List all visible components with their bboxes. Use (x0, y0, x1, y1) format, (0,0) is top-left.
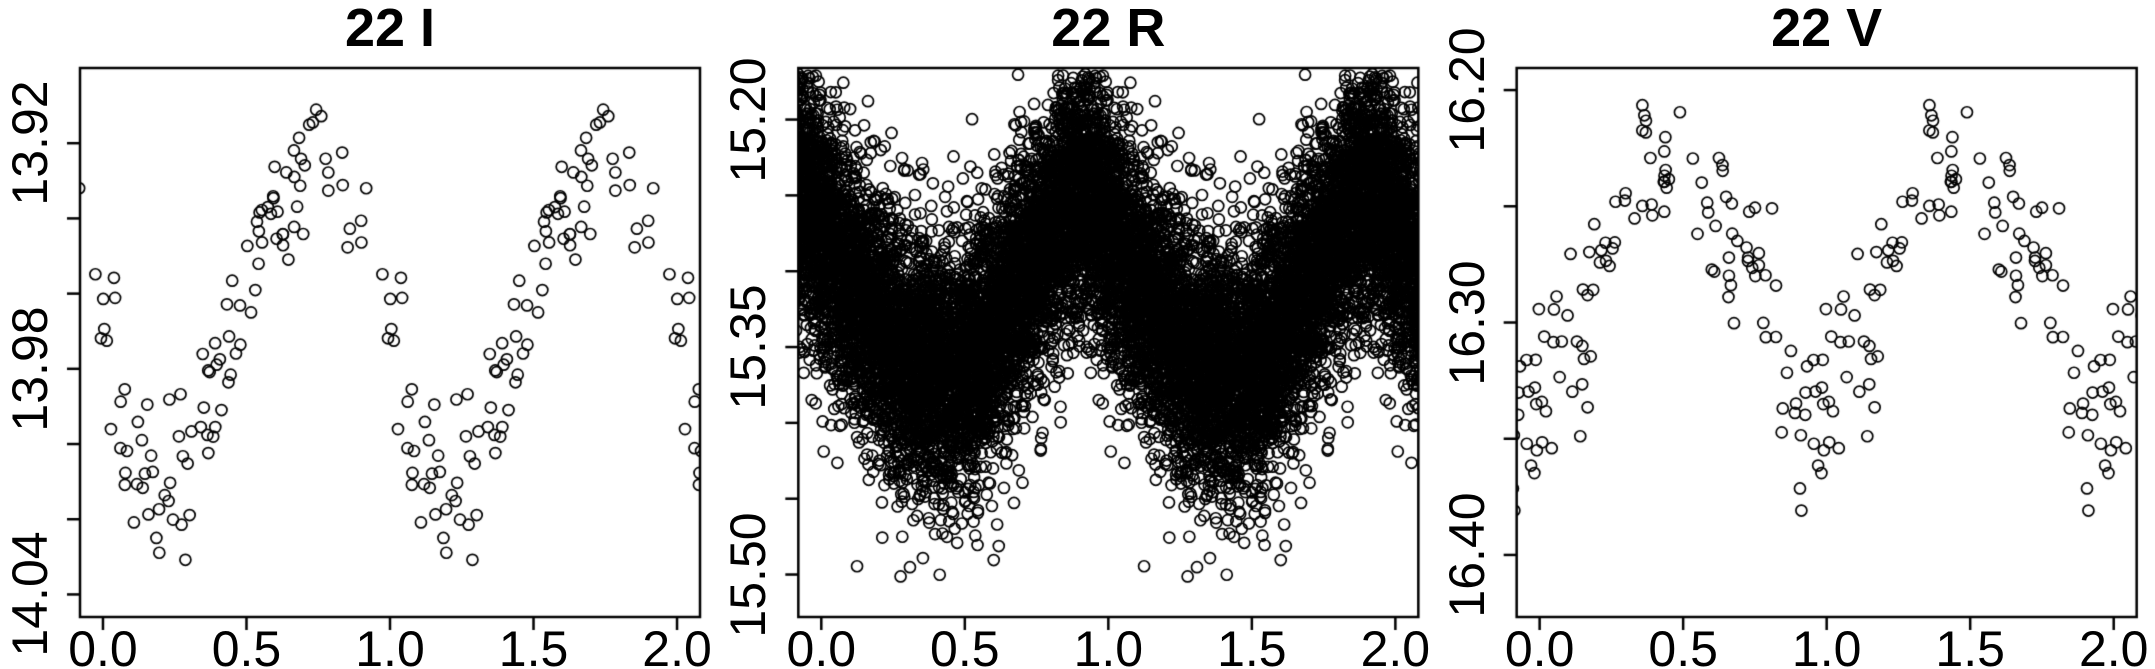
x-tick-label: 1.0 (355, 621, 425, 669)
y-tick-label: 15.50 (720, 511, 777, 638)
y-tick-label: 15.20 (720, 57, 777, 183)
x-tick-label: 0.0 (786, 621, 857, 669)
y-tick-label: 16.30 (1438, 259, 1495, 386)
x-tick-label: 2.0 (1360, 621, 1431, 669)
y-tick-label: 13.92 (2, 80, 58, 206)
x-tick-label: 2.0 (642, 621, 712, 669)
y-tick-label: 15.35 (720, 284, 777, 410)
x-tick-label: 1.5 (498, 621, 569, 669)
x-tick-label: 0.0 (1504, 621, 1575, 669)
x-tick-label: 1.5 (1935, 621, 2005, 669)
x-tick-label: 0.5 (930, 621, 1000, 669)
x-tick-label: 0.5 (211, 621, 282, 669)
panel-title-22-R: 22 R (1051, 0, 1166, 58)
x-tick-label: 0.5 (1648, 621, 1718, 669)
panel-title-22-V: 22 V (1771, 0, 1883, 58)
y-tick-label: 16.20 (1438, 27, 1495, 153)
panel-title-22-I: 22 I (344, 0, 436, 58)
x-tick-label: 2.0 (2078, 621, 2149, 669)
x-tick-label: 1.5 (1217, 621, 1287, 669)
y-tick-label: 13.98 (2, 306, 58, 432)
y-tick-label: 16.40 (1438, 492, 1495, 618)
x-tick-label: 1.0 (1791, 621, 1862, 669)
y-tick-label: 14.04 (2, 531, 58, 657)
x-tick-label: 0.0 (68, 621, 138, 669)
x-tick-label: 1.0 (1073, 621, 1144, 669)
